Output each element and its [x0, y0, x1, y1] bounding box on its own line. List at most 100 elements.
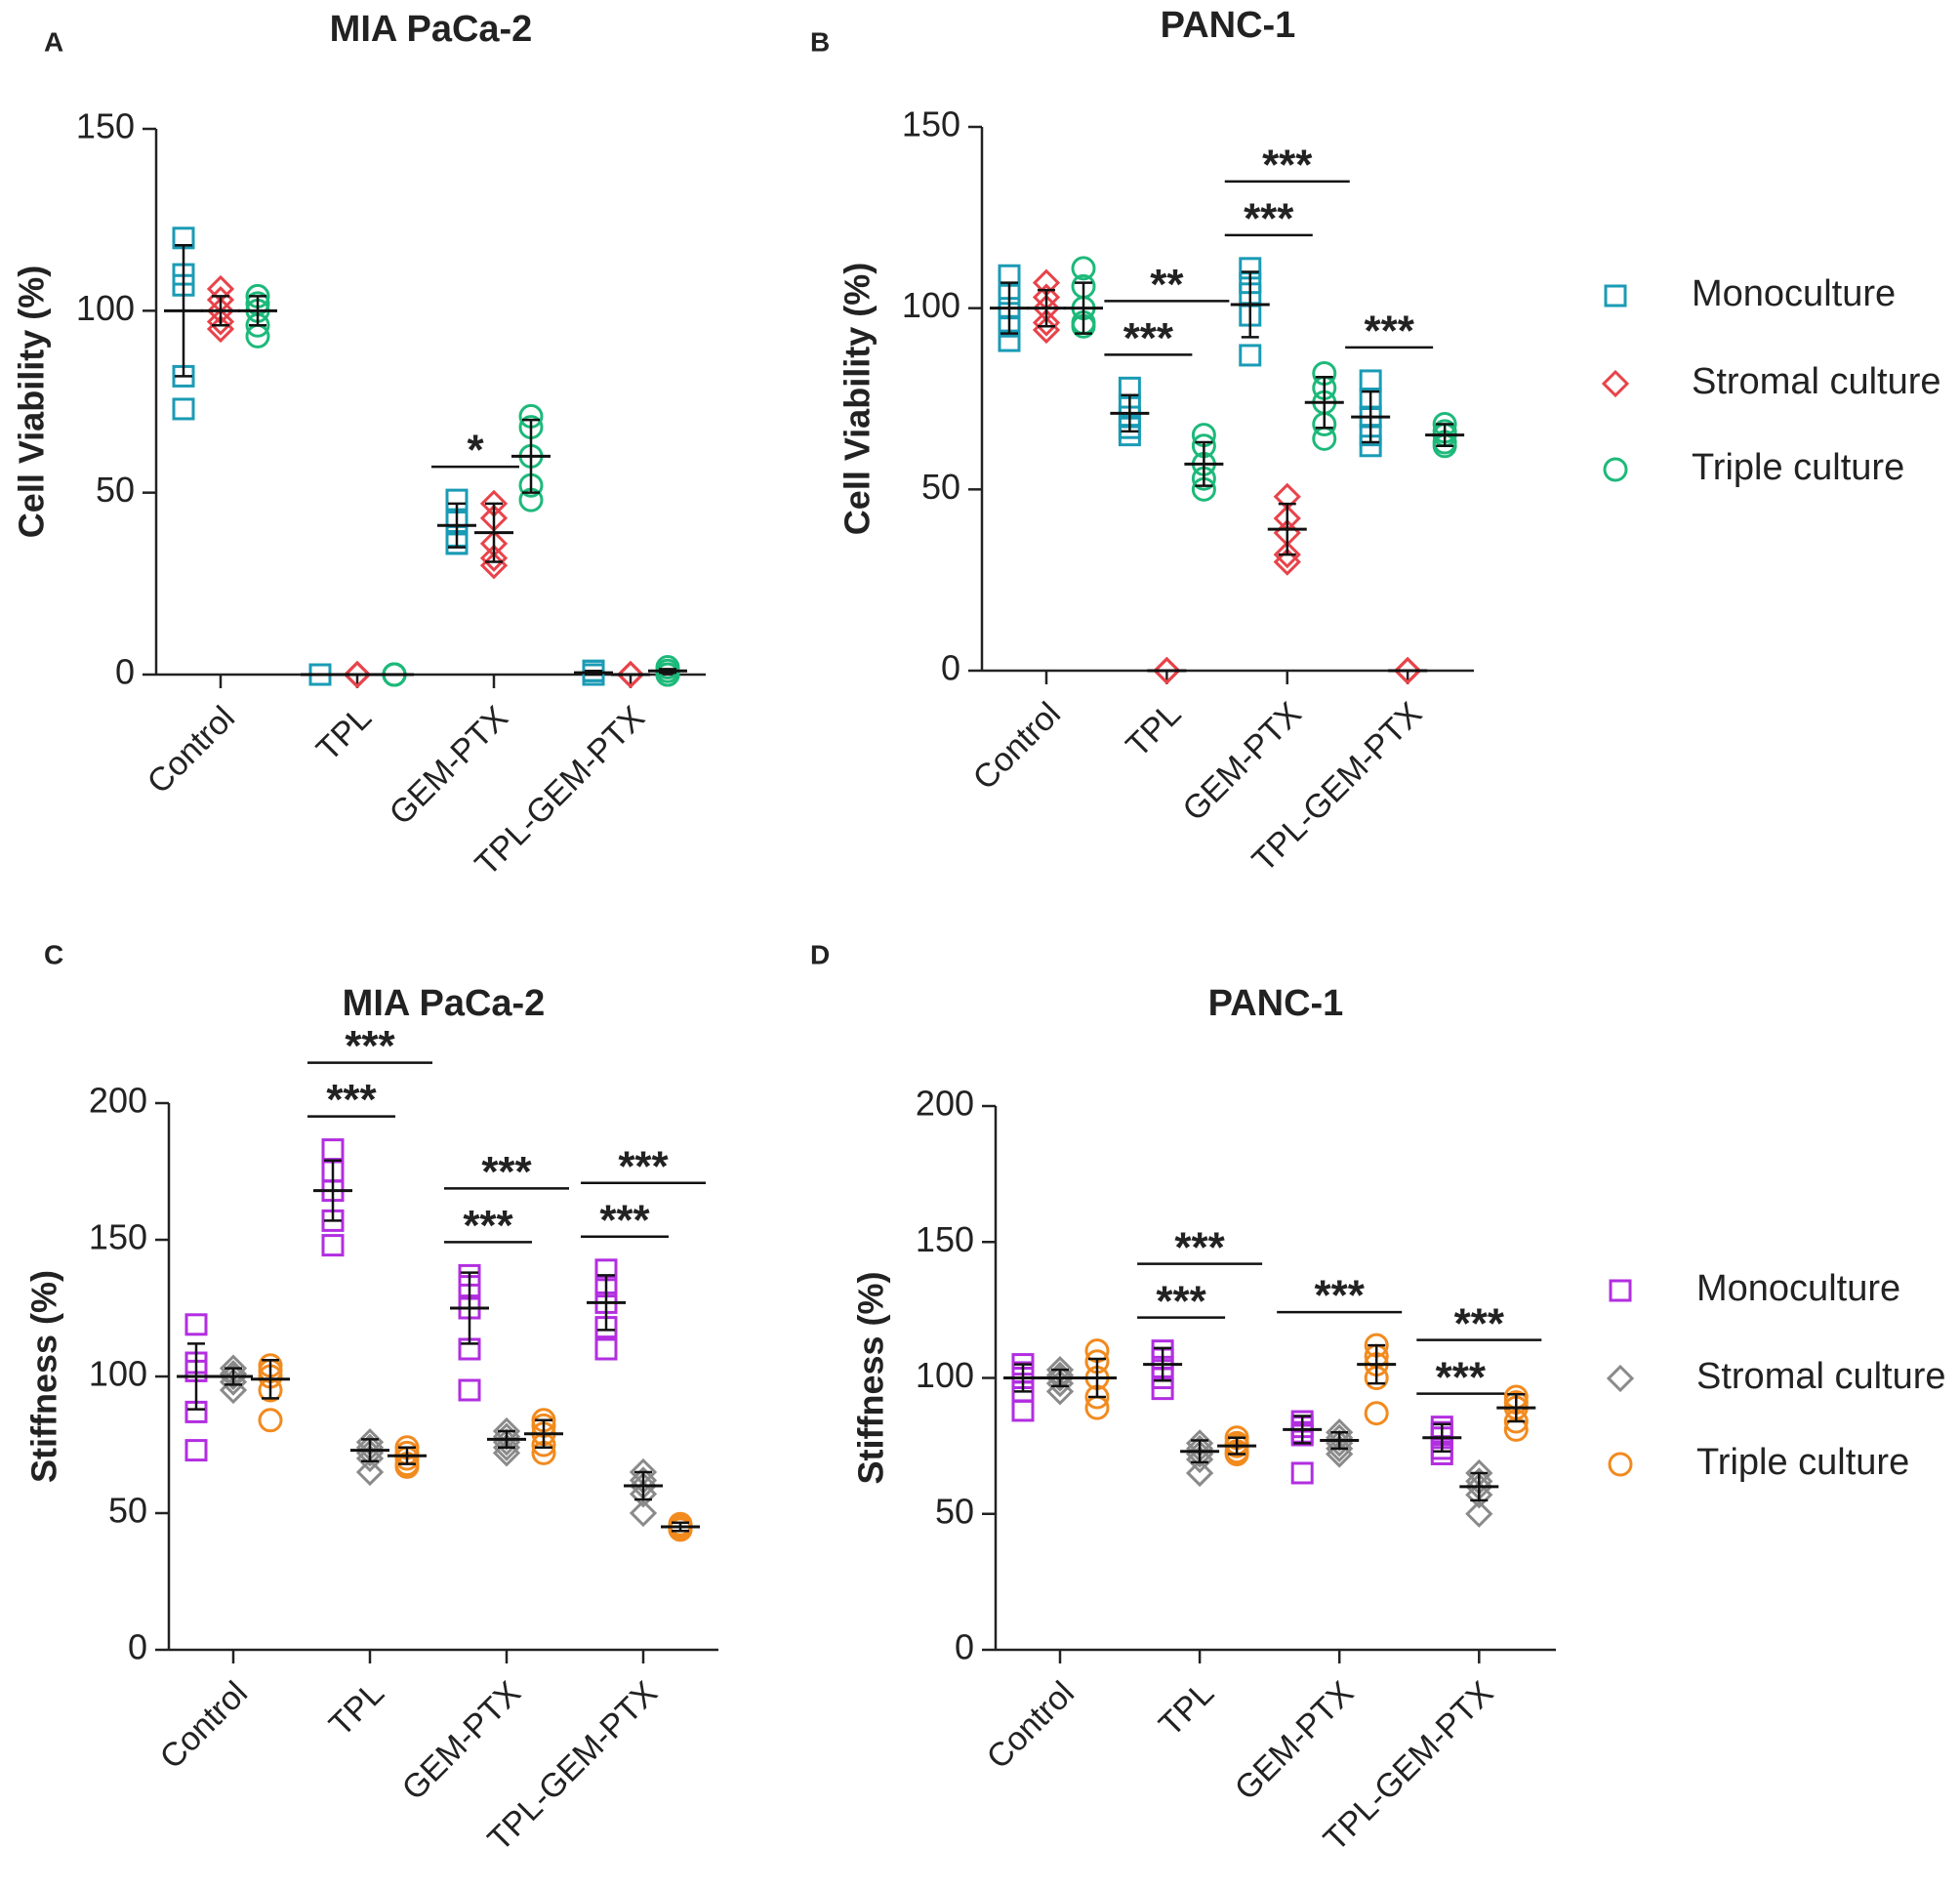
square-marker: [594, 1337, 618, 1361]
panel: A MIA PaCa-2 Cell Viability (%) 0 50 100 150 Co…: [12, 9, 706, 883]
x-tick-label: GEM-PTX: [1228, 1674, 1361, 1807]
circle-marker: [1364, 1401, 1389, 1426]
panel-letter: D: [810, 939, 830, 969]
square-marker: [582, 663, 605, 686]
diamond-marker: [629, 1480, 658, 1508]
diamond-marker: [1045, 1377, 1075, 1406]
significance-label: *: [467, 427, 484, 474]
panel-title: MIA PaCa-2: [330, 9, 533, 50]
square-marker: [321, 1234, 345, 1257]
diamond-marker: [1045, 1364, 1075, 1392]
panel-letter: C: [44, 939, 63, 969]
y-tick-label: 50: [935, 1491, 974, 1531]
significance-label: ***: [1436, 1353, 1487, 1401]
significance-label: ***: [345, 1022, 395, 1070]
diamond-marker: [206, 308, 235, 336]
y-axis-label: Stiffness (%): [24, 1270, 64, 1483]
y-tick-label: 0: [115, 652, 135, 692]
square-marker: [172, 397, 195, 421]
diamond-marker: [219, 1362, 248, 1391]
circle-marker: [1608, 1452, 1633, 1477]
significance-label: ***: [1315, 1272, 1366, 1320]
panel-letter: B: [810, 26, 830, 57]
x-tick-label: Control: [966, 695, 1068, 797]
legend-label: Stromal culture: [1692, 361, 1941, 402]
significance-label: ***: [1156, 1277, 1206, 1325]
significance-label: ***: [326, 1076, 377, 1124]
diamond-marker: [1273, 548, 1301, 576]
circle-marker: [655, 662, 680, 687]
legend-label: Monoculture: [1696, 1268, 1900, 1309]
significance-label: ***: [1364, 308, 1414, 355]
square-marker: [184, 1439, 208, 1462]
square-marker: [1359, 369, 1382, 392]
panel-title: PANC-1: [1161, 5, 1296, 46]
significance-label: ***: [1123, 314, 1174, 362]
panel-title: PANC-1: [1208, 983, 1344, 1024]
y-tick-label: 0: [941, 648, 960, 688]
x-tick-label: Control: [980, 1674, 1082, 1776]
diamond-marker: [343, 660, 372, 689]
x-tick-label: Control: [141, 699, 242, 800]
x-tick-label: Control: [153, 1674, 255, 1776]
y-axis-label: Cell Viability (%): [837, 263, 878, 535]
y-tick-label: 150: [902, 104, 960, 144]
x-tick-label: TPL: [1152, 1674, 1221, 1744]
square-marker: [321, 1138, 345, 1162]
diamond-marker: [1045, 1369, 1075, 1398]
panel-letter: A: [44, 26, 63, 57]
diamond-marker: [219, 1368, 248, 1396]
legend-label: Stromal culture: [1696, 1356, 1946, 1397]
y-tick-label: 0: [955, 1627, 974, 1667]
y-tick-label: 150: [89, 1217, 147, 1257]
circle-marker: [1312, 426, 1337, 451]
diamond-marker: [1326, 1440, 1354, 1468]
panel: B PANC-1 Cell Viability (%) 0 50 100 150 Contro…: [810, 5, 1941, 880]
x-tick-label: GEM-PTX: [395, 1674, 528, 1807]
diamond-marker: [1394, 656, 1422, 685]
diamond-marker: [479, 544, 509, 572]
y-tick-label: 200: [916, 1084, 974, 1124]
panel: C MIA PaCa-2 Stiffness (%) 0 50 100 150 200 Cont…: [24, 939, 718, 1859]
diamond-marker: [219, 1375, 248, 1405]
square-marker: [184, 1313, 208, 1336]
diamond-marker: [1153, 656, 1181, 685]
significance-label: ***: [1262, 141, 1313, 188]
y-axis-label: Stiffness (%): [851, 1271, 891, 1484]
significance-label: ***: [1244, 194, 1294, 242]
diamond-marker: [492, 1433, 521, 1461]
square-marker: [1609, 1279, 1632, 1302]
diamond-marker: [1273, 541, 1301, 569]
legend-label: Triple culture: [1696, 1442, 1909, 1483]
y-axis-label: Cell Viability (%): [12, 266, 52, 538]
y-tick-label: 100: [89, 1354, 147, 1394]
y-tick-label: 50: [96, 470, 135, 510]
x-tick-label: TPL: [309, 699, 379, 768]
significance-label: ***: [599, 1196, 650, 1244]
y-tick-label: 100: [916, 1355, 974, 1395]
square-marker: [1011, 1399, 1035, 1422]
diamond-marker: [629, 1498, 658, 1528]
x-tick-label: GEM-PTX: [383, 699, 515, 832]
square-marker: [1604, 284, 1627, 308]
diamond-marker: [355, 1444, 385, 1473]
circle-marker: [1603, 457, 1628, 482]
significance-label: ***: [1454, 1299, 1505, 1347]
diamond-marker: [1606, 1364, 1635, 1393]
significance-label: **: [1150, 261, 1184, 308]
diamond-marker: [1185, 1445, 1214, 1474]
diamond-marker: [1032, 308, 1061, 337]
y-tick-label: 50: [921, 467, 960, 507]
y-tick-label: 50: [108, 1491, 147, 1531]
diamond-marker: [492, 1439, 521, 1467]
panel: D PANC-1 Stiffness (%) 0 50 100 150 200 Control T…: [810, 939, 1946, 1858]
legend-label: Monoculture: [1692, 273, 1896, 314]
y-tick-label: 100: [76, 288, 135, 328]
diamond-marker: [1465, 1499, 1493, 1528]
diamond-marker: [1185, 1458, 1214, 1488]
y-tick-label: 0: [128, 1627, 147, 1667]
panel-title: MIA PaCa-2: [343, 983, 546, 1024]
square-marker: [1290, 1461, 1314, 1485]
circle-marker: [258, 1408, 283, 1433]
x-tick-label: TPL: [322, 1674, 391, 1744]
